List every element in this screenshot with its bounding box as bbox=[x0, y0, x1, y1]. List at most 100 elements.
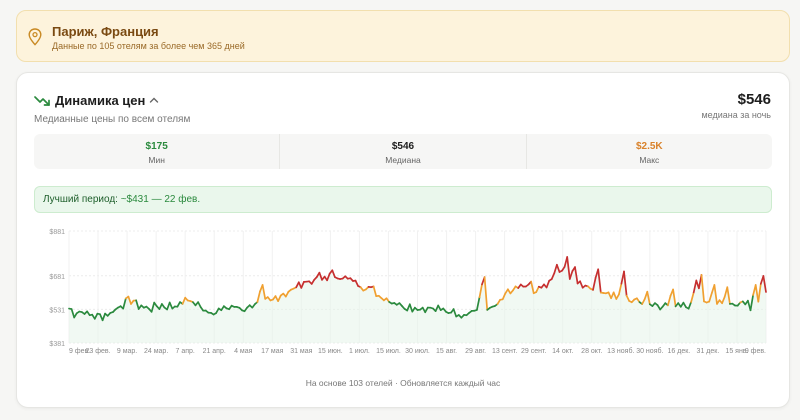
series-line-segment bbox=[687, 301, 692, 310]
series-line-segment bbox=[452, 308, 458, 318]
series-line-segment bbox=[256, 290, 261, 303]
series-line-segment bbox=[757, 283, 762, 303]
series-line-segment bbox=[692, 279, 698, 294]
area-fill bbox=[69, 257, 766, 343]
series-line-segment bbox=[721, 295, 726, 305]
series-line-segment bbox=[568, 270, 574, 280]
x-tick-label: 14 окт. bbox=[552, 348, 573, 355]
series-line-segment bbox=[579, 280, 584, 289]
series-line-segment bbox=[690, 291, 695, 303]
y-tick-label: $681 bbox=[49, 274, 65, 281]
best-period-label: Лучший период: bbox=[43, 194, 118, 205]
series-line-segment bbox=[641, 298, 646, 305]
stats-bar: $175 Мин $546 Медиана $2.5K Макс bbox=[34, 134, 772, 169]
x-tick-label: 31 дек. bbox=[697, 348, 720, 355]
x-tick-label: 9 фев. bbox=[69, 348, 90, 355]
series-line-segment bbox=[708, 292, 713, 303]
series-line-segment bbox=[574, 266, 579, 285]
series-line-segment bbox=[408, 303, 414, 313]
x-tick-label: 23 фев. bbox=[86, 348, 111, 355]
x-tick-label: 9 фев. bbox=[745, 348, 766, 355]
card-title: Динамика цен bbox=[55, 93, 146, 108]
x-tick-label: 9 мар. bbox=[117, 348, 137, 355]
card-subtitle: Медианные цены по всем отелям bbox=[34, 114, 191, 125]
series-line-segment bbox=[625, 294, 631, 302]
series-line-segment bbox=[749, 294, 754, 312]
series-line-segment bbox=[326, 272, 331, 282]
series-line-segment bbox=[615, 293, 620, 300]
series-line-segment bbox=[530, 280, 535, 295]
stat-median-value: $546 bbox=[391, 141, 415, 152]
series-line-segment bbox=[682, 301, 687, 309]
series-line-segment bbox=[556, 263, 561, 273]
series-line-segment bbox=[672, 288, 677, 308]
stat-max-label: Макс bbox=[639, 155, 660, 165]
series-line-segment bbox=[762, 275, 767, 293]
series-line-segment bbox=[93, 312, 99, 320]
price-dynamics-card: Динамика цен Медианные цены по всем отел… bbox=[16, 72, 790, 408]
location-title: Париж, Франция bbox=[52, 24, 159, 39]
x-tick-label: 30 июл. bbox=[405, 348, 430, 355]
y-tick-label: $531 bbox=[49, 307, 65, 314]
series-line-segment bbox=[535, 285, 540, 293]
series-line-segment bbox=[646, 290, 651, 306]
series-line-segment bbox=[70, 308, 76, 319]
series-line-segment bbox=[215, 307, 220, 314]
series-line-segment bbox=[300, 281, 305, 289]
series-line-segment bbox=[550, 272, 556, 280]
x-tick-label: 21 апр. bbox=[203, 348, 226, 355]
footer-note: На основе 103 отелей · Обновляется кажды… bbox=[305, 378, 501, 388]
series-line-segment bbox=[354, 279, 359, 287]
stat-max: $2.5K Макс bbox=[527, 134, 772, 169]
series-line-segment bbox=[372, 285, 378, 297]
trend-down-icon bbox=[34, 96, 50, 106]
series-line-segment bbox=[483, 276, 489, 311]
x-tick-label: 30 нояб. bbox=[636, 347, 663, 355]
x-tick-label: 17 мая bbox=[261, 348, 283, 355]
series-line-segment bbox=[168, 301, 174, 310]
series-line-segment bbox=[597, 268, 602, 294]
x-tick-label: 29 авг. bbox=[465, 348, 486, 355]
x-tick-label: 31 мая bbox=[290, 348, 312, 355]
y-tick-label: $381 bbox=[49, 341, 65, 348]
series-line-segment bbox=[618, 282, 623, 296]
series-line-segment bbox=[277, 294, 282, 302]
x-tick-label: 13 нояб. bbox=[607, 347, 634, 355]
series-line-segment bbox=[331, 269, 336, 278]
series-line-segment bbox=[122, 297, 127, 310]
stat-median-label: Медиана bbox=[385, 155, 421, 165]
x-tick-label: 4 мая bbox=[234, 348, 253, 355]
x-tick-label: 24 мар. bbox=[144, 348, 168, 355]
x-tick-label: 29 сент. bbox=[521, 348, 546, 355]
x-tick-label: 13 сент. bbox=[492, 348, 517, 355]
series-line-segment bbox=[700, 274, 705, 303]
series-line-segment bbox=[135, 299, 140, 310]
location-subtitle: Данные по 105 отелям за более чем 365 дн… bbox=[52, 41, 245, 51]
location-banner: Париж, Франция Данные по 105 отелям за б… bbox=[16, 10, 790, 62]
series-line-segment bbox=[478, 283, 483, 299]
series-line-segment bbox=[623, 270, 628, 297]
chevron-up-icon[interactable] bbox=[149, 96, 159, 104]
series-line-segment bbox=[476, 296, 481, 311]
series-line-segment bbox=[553, 263, 558, 274]
series-line-segment bbox=[284, 290, 290, 298]
series-line-segment bbox=[166, 301, 171, 311]
series-line-segment bbox=[501, 292, 507, 301]
best-period-banner: Лучший период: ~$431 — 22 фев. bbox=[34, 186, 772, 213]
series-line-segment bbox=[566, 256, 571, 280]
series-line-segment bbox=[261, 284, 267, 300]
series-line-segment bbox=[197, 301, 202, 308]
stat-median: $546 Медиана bbox=[280, 134, 527, 169]
series-line-segment bbox=[101, 312, 106, 322]
series-line-segment bbox=[150, 301, 156, 313]
x-tick-label: 15 июн. bbox=[318, 348, 343, 355]
series-line-segment bbox=[592, 276, 597, 291]
series-line-segment bbox=[127, 295, 132, 305]
median-value: $546 bbox=[737, 91, 771, 108]
stat-min-label: Мин bbox=[148, 155, 165, 165]
map-pin-icon bbox=[28, 28, 42, 46]
x-tick-label: 16 дек. bbox=[668, 348, 691, 355]
x-tick-label: 7 апр. bbox=[175, 348, 194, 355]
x-tick-label: 15 янв. bbox=[725, 348, 748, 355]
